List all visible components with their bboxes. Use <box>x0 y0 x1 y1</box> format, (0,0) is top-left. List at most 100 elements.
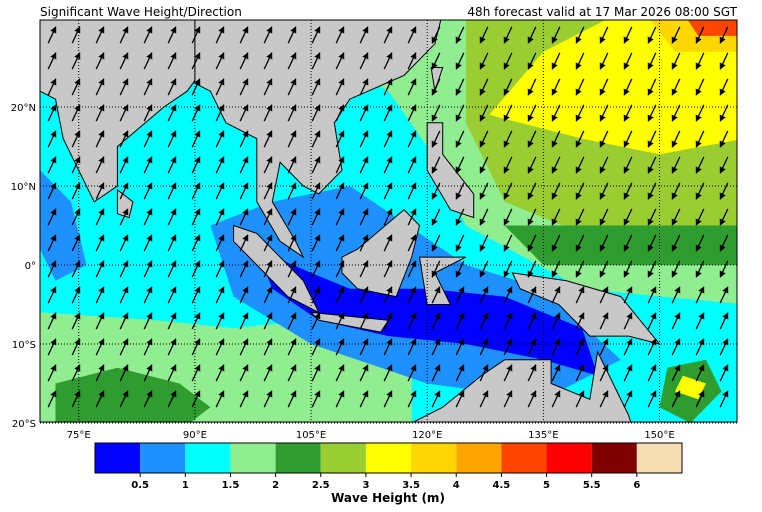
wave-arrow <box>359 390 369 408</box>
wave-arrow <box>239 338 249 356</box>
wave-arrow <box>71 52 81 70</box>
wave-arrow <box>335 208 345 226</box>
wave-arrow <box>311 52 321 70</box>
wave-arrow <box>143 208 153 226</box>
wave-arrow <box>119 312 129 330</box>
wave-arrow <box>359 26 369 44</box>
wave-arrow <box>551 312 561 330</box>
wave-arrow <box>359 364 369 382</box>
wave-arrow <box>503 26 513 44</box>
wave-arrow <box>239 390 249 408</box>
wave-arrow <box>311 234 321 252</box>
wave-arrow <box>431 364 441 382</box>
wave-arrow <box>95 104 105 122</box>
wave-arrow <box>647 104 657 122</box>
wave-arrow <box>407 156 417 174</box>
wave-arrow <box>599 208 609 226</box>
wave-arrow <box>47 208 57 226</box>
wave-arrow <box>455 104 465 122</box>
colorbar-swatch <box>365 443 412 473</box>
wave-arrow <box>215 26 225 44</box>
wave-arrow <box>407 286 417 304</box>
wave-arrow <box>167 286 177 304</box>
wave-arrow <box>359 78 369 96</box>
wave-arrow <box>383 286 393 304</box>
wave-arrow <box>359 312 369 330</box>
wave-arrow <box>335 52 345 70</box>
colorbar-swatch <box>456 443 502 473</box>
wave-arrow <box>719 208 729 226</box>
wave-arrow <box>503 130 513 148</box>
wave-arrow <box>167 234 177 252</box>
wave-arrow <box>191 364 201 382</box>
wave-arrow <box>431 78 441 96</box>
wave-arrow <box>335 312 345 330</box>
colorbar-swatch <box>501 443 547 473</box>
land <box>194 20 442 259</box>
colorbar-swatch <box>275 443 321 473</box>
wave-arrow <box>47 130 57 148</box>
wave-arrow <box>215 182 225 200</box>
wave-arrow <box>335 156 345 174</box>
wave-arrow <box>95 26 105 44</box>
wave-arrow <box>647 130 657 148</box>
map-frame <box>39 19 738 423</box>
wave-arrow <box>215 286 225 304</box>
wave-arrow <box>239 364 249 382</box>
wave-arrow <box>719 286 729 304</box>
wave-arrow <box>191 234 201 252</box>
wave-arrow <box>719 364 729 382</box>
wave-arrow <box>239 156 249 174</box>
lon-label: 105°E <box>296 430 326 441</box>
wave-arrow <box>575 156 585 174</box>
wave-arrow <box>623 26 633 44</box>
wave-arrow <box>383 312 393 330</box>
wave-arrow <box>431 156 441 174</box>
wave-arrow <box>47 104 57 122</box>
colorbar-swatch <box>230 443 276 473</box>
wave-arrow <box>215 52 225 70</box>
wave-arrow <box>287 182 297 200</box>
wave-arrow <box>215 234 225 252</box>
wave-arrow <box>95 286 105 304</box>
wave-arrow <box>119 260 129 278</box>
wave-arrow <box>575 390 585 408</box>
wave-arrow <box>263 260 273 278</box>
wave-arrow <box>719 260 729 278</box>
wave-arrow <box>119 364 129 382</box>
wave-arrow <box>311 312 321 330</box>
wave-arrow <box>455 260 465 278</box>
wave-arrow <box>287 26 297 44</box>
wave-arrow <box>551 234 561 252</box>
wave-arrow <box>95 182 105 200</box>
colorbar-tick-label: 3.5 <box>402 480 420 491</box>
wave-arrow <box>215 78 225 96</box>
lat-label: 20°N <box>11 103 36 114</box>
wave-arrow <box>311 364 321 382</box>
wave-arrow <box>191 26 201 44</box>
wave-arrow <box>263 130 273 148</box>
colorbar-swatch <box>411 443 457 473</box>
wave-arrow <box>503 338 513 356</box>
wave-arrow <box>623 78 633 96</box>
wave-arrow <box>719 52 729 70</box>
wave-arrow <box>671 104 681 122</box>
wave-arrow <box>407 26 417 44</box>
wave-arrow <box>215 130 225 148</box>
wave-arrow <box>599 26 609 44</box>
lat-label: 10°S <box>12 340 36 351</box>
wave-arrow <box>431 338 441 356</box>
wave-arrow <box>431 286 441 304</box>
wave-arrow <box>335 182 345 200</box>
wave-arrow <box>623 364 633 382</box>
lon-label: 90°E <box>183 430 207 441</box>
wave-arrow <box>695 78 705 96</box>
wave-arrow <box>695 130 705 148</box>
wave-arrow <box>71 156 81 174</box>
wave-arrow <box>503 182 513 200</box>
wave-arrow <box>479 156 489 174</box>
wave-arrow <box>551 78 561 96</box>
land <box>412 350 632 422</box>
wave-arrow <box>671 156 681 174</box>
